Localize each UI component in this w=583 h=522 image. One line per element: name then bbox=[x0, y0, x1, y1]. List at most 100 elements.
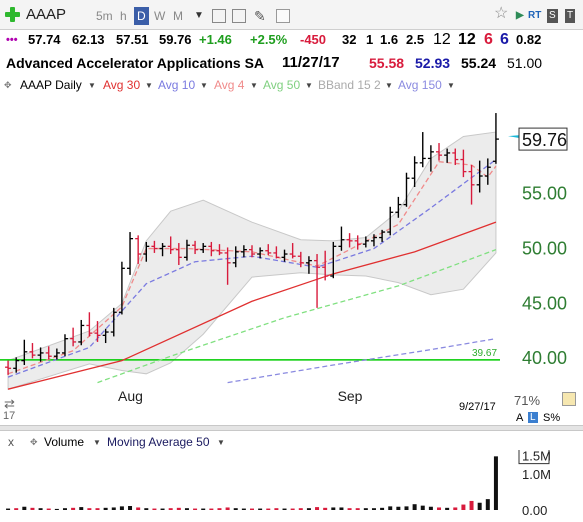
bollinger-band bbox=[7, 131, 497, 390]
pane-divider[interactable] bbox=[0, 425, 583, 431]
volume-bar bbox=[266, 508, 271, 510]
volume-bar bbox=[6, 508, 11, 510]
quote-value-10: 0.82 bbox=[516, 32, 542, 47]
ohlc-bar bbox=[411, 156, 418, 188]
legend-expand-icon[interactable]: ✥ bbox=[4, 80, 12, 90]
refresh-icon[interactable]: ⇄ bbox=[4, 396, 15, 411]
quote-value-1: -450 bbox=[300, 32, 327, 47]
period-day[interactable]: D bbox=[134, 7, 149, 25]
symbol-field[interactable]: AAAP bbox=[26, 6, 67, 23]
flag-icon[interactable]: ▶ bbox=[516, 10, 524, 21]
volume-bars bbox=[6, 456, 498, 510]
ohlc-bar bbox=[460, 149, 467, 178]
last-price-label: 59.76 bbox=[522, 130, 567, 150]
avg150-line bbox=[227, 337, 497, 384]
legend-avg10-dropdown-icon[interactable]: ▼ bbox=[200, 81, 208, 90]
period-hour[interactable]: h bbox=[120, 9, 127, 23]
period-dropdown-icon[interactable]: ▼ bbox=[194, 10, 204, 21]
volume-chart[interactable]: 0.00 1.0M 1.5M bbox=[0, 450, 583, 522]
pencil-icon[interactable] bbox=[562, 392, 576, 406]
ohlc-bar bbox=[13, 357, 20, 373]
t-label[interactable]: T bbox=[565, 9, 576, 23]
ohlc-bar bbox=[21, 339, 28, 366]
legend-bband[interactable]: BBand 15 2 bbox=[318, 78, 381, 92]
ohlc-bar bbox=[346, 233, 353, 248]
period-week[interactable]: W bbox=[154, 9, 166, 23]
volume-bar bbox=[22, 506, 27, 510]
volume-bar bbox=[298, 508, 303, 510]
ohlc-bar bbox=[330, 241, 337, 279]
grid-icon[interactable] bbox=[212, 9, 226, 23]
y-tick-label: 50.00 bbox=[522, 238, 567, 258]
quote-open: 57.74 bbox=[28, 32, 61, 47]
volume-ma-dropdown-icon[interactable]: ▼ bbox=[217, 438, 225, 447]
price-chart[interactable]: 39.67 40.00 45.00 50.00 55.00 59.76 Aug Sep bbox=[0, 94, 583, 425]
legend-avg30[interactable]: Avg 30 bbox=[103, 78, 141, 92]
scale-a-label[interactable]: A bbox=[516, 412, 524, 424]
volume-expand-icon[interactable]: ✥ bbox=[30, 437, 38, 447]
ohlc-bar bbox=[249, 245, 255, 258]
s-label[interactable]: S bbox=[547, 9, 558, 23]
volume-ma-label[interactable]: Moving Average 50 bbox=[107, 435, 210, 449]
ohlc-bar bbox=[362, 236, 369, 248]
volume-bar bbox=[404, 506, 409, 510]
favorite-star-icon[interactable]: ☆ bbox=[494, 5, 509, 22]
legend-avg10[interactable]: Avg 10 bbox=[158, 78, 196, 92]
ohlc-bar bbox=[53, 348, 60, 360]
volume-axis: 0.00 1.0M 1.5M bbox=[518, 450, 551, 518]
legend-avg4[interactable]: Avg 4 bbox=[214, 78, 245, 92]
ohlc-bar bbox=[370, 234, 377, 247]
date-label: 9/27/17 bbox=[459, 401, 496, 413]
draw-icon[interactable]: ✎ bbox=[254, 8, 266, 24]
add-study-icon[interactable] bbox=[232, 9, 246, 23]
period-5m[interactable]: 5m bbox=[96, 9, 113, 23]
scale-pct-label[interactable]: S% bbox=[543, 412, 561, 424]
legend-symbol[interactable]: AAAP Daily bbox=[20, 78, 82, 92]
company-name: Advanced Accelerator Applications SA bbox=[6, 55, 265, 71]
legend-symbol-dropdown-icon[interactable]: ▼ bbox=[88, 81, 96, 90]
quote-low: 57.51 bbox=[116, 32, 149, 47]
legend-bband-dropdown-icon[interactable]: ▼ bbox=[385, 81, 393, 90]
price-bars bbox=[5, 113, 499, 375]
legend-avg150-dropdown-icon[interactable]: ▼ bbox=[447, 81, 455, 90]
volume-bar bbox=[103, 507, 108, 510]
volume-bar bbox=[355, 508, 360, 510]
volume-bar bbox=[38, 508, 43, 510]
volume-bar bbox=[347, 508, 352, 510]
volume-bar bbox=[225, 507, 230, 510]
volume-bar bbox=[79, 507, 84, 510]
ohlc-bar bbox=[395, 196, 402, 218]
volume-close-icon[interactable]: x bbox=[8, 435, 14, 449]
legend-avg4-dropdown-icon[interactable]: ▼ bbox=[250, 81, 258, 90]
ohlc-bar bbox=[70, 327, 77, 347]
volume-dropdown-icon[interactable]: ▼ bbox=[93, 438, 101, 447]
ohlc-bar bbox=[118, 261, 125, 315]
quote-value-4: 1.6 bbox=[380, 32, 399, 47]
ohlc-bar bbox=[436, 143, 443, 161]
volume-bar bbox=[412, 504, 417, 510]
ohlc-bar bbox=[5, 360, 12, 375]
ohlc-bar bbox=[314, 254, 321, 308]
legend-avg150[interactable]: Avg 150 bbox=[398, 78, 442, 92]
legend-avg30-dropdown-icon[interactable]: ▼ bbox=[145, 81, 153, 90]
add-symbol-icon[interactable] bbox=[4, 6, 21, 23]
quote-high: 62.13 bbox=[72, 32, 105, 47]
volume-bar bbox=[184, 508, 189, 510]
period-month[interactable]: M bbox=[173, 9, 183, 23]
legend-avg50-dropdown-icon[interactable]: ▼ bbox=[305, 81, 313, 90]
volume-bar bbox=[30, 507, 35, 510]
legend-avg50[interactable]: Avg 50 bbox=[263, 78, 301, 92]
volume-bar bbox=[95, 508, 100, 510]
volume-title[interactable]: Volume bbox=[44, 435, 85, 449]
scale-log-label[interactable]: L bbox=[528, 412, 538, 423]
volume-bar bbox=[380, 507, 385, 510]
company-value-1: 55.58 bbox=[369, 55, 405, 71]
note-icon[interactable] bbox=[276, 9, 290, 23]
volume-bar bbox=[128, 506, 133, 510]
volume-bar bbox=[193, 508, 198, 510]
volume-bar bbox=[315, 507, 320, 510]
quote-menu-icon[interactable]: ••• bbox=[6, 34, 18, 46]
quote-value-7: 12 bbox=[458, 31, 476, 48]
rt-label[interactable]: RT bbox=[528, 10, 542, 21]
volume-bar bbox=[388, 506, 393, 510]
